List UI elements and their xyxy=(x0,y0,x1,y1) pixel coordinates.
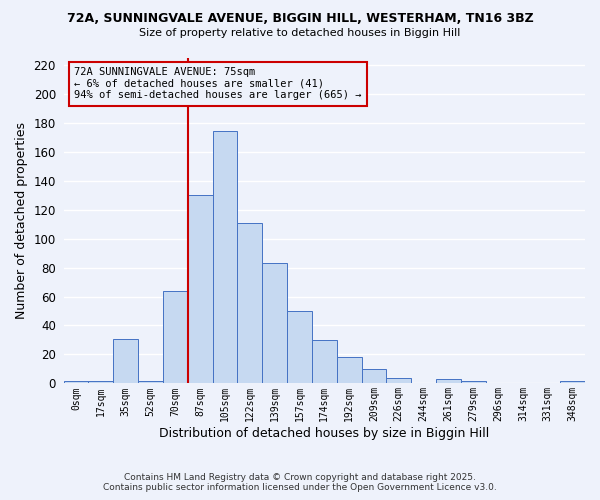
Bar xyxy=(386,378,411,384)
Bar xyxy=(436,379,461,384)
Bar xyxy=(113,338,138,384)
Bar xyxy=(238,222,262,384)
Text: Size of property relative to detached houses in Biggin Hill: Size of property relative to detached ho… xyxy=(139,28,461,38)
Bar xyxy=(262,263,287,384)
Bar xyxy=(138,380,163,384)
Bar xyxy=(461,380,485,384)
Bar xyxy=(163,290,188,384)
Bar xyxy=(64,380,88,384)
Bar xyxy=(188,195,212,384)
Text: 72A, SUNNINGVALE AVENUE, BIGGIN HILL, WESTERHAM, TN16 3BZ: 72A, SUNNINGVALE AVENUE, BIGGIN HILL, WE… xyxy=(67,12,533,26)
Bar xyxy=(212,132,238,384)
X-axis label: Distribution of detached houses by size in Biggin Hill: Distribution of detached houses by size … xyxy=(159,427,490,440)
Bar xyxy=(287,311,312,384)
Bar xyxy=(560,380,585,384)
Bar xyxy=(362,369,386,384)
Text: Contains HM Land Registry data © Crown copyright and database right 2025.
Contai: Contains HM Land Registry data © Crown c… xyxy=(103,473,497,492)
Bar xyxy=(312,340,337,384)
Y-axis label: Number of detached properties: Number of detached properties xyxy=(15,122,28,319)
Text: 72A SUNNINGVALE AVENUE: 75sqm
← 6% of detached houses are smaller (41)
94% of se: 72A SUNNINGVALE AVENUE: 75sqm ← 6% of de… xyxy=(74,68,361,100)
Bar xyxy=(88,380,113,384)
Bar xyxy=(337,358,362,384)
